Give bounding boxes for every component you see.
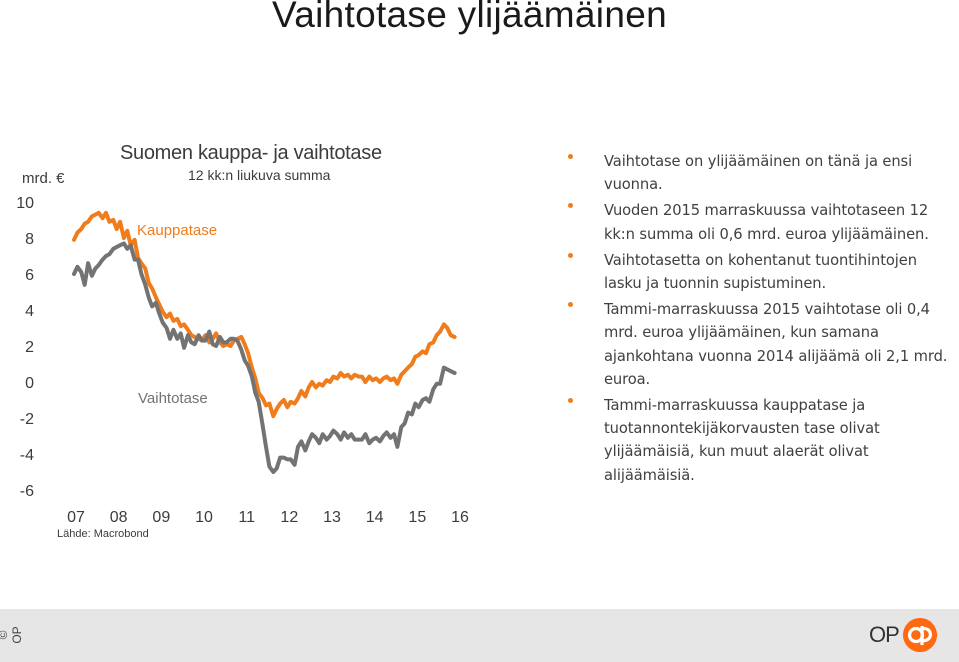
footer-bar xyxy=(0,609,959,662)
y-tick-label: 2 xyxy=(25,339,34,356)
trade-balance-chart: Suomen kauppa- ja vaihtotase 12 kk:n liu… xyxy=(16,142,469,540)
op-logo: OP xyxy=(869,615,941,655)
x-tick-label: 12 xyxy=(280,509,298,526)
chart-unit: mrd. € xyxy=(22,170,65,187)
chart-title: Suomen kauppa- ja vaihtotase xyxy=(120,142,382,164)
bullet-dot-icon xyxy=(568,154,573,159)
y-tick-label: -4 xyxy=(20,447,34,464)
x-tick-label: 07 xyxy=(67,509,85,526)
y-tick-label: 10 xyxy=(16,195,34,212)
x-tick-label: 15 xyxy=(408,509,426,526)
y-tick-label: 8 xyxy=(25,231,34,248)
y-tick-label: 4 xyxy=(25,303,34,320)
series-line-vaihtotase xyxy=(72,241,457,474)
annotation-kauppatase: Kauppatase xyxy=(137,222,217,239)
bullet-dot-icon xyxy=(568,302,573,308)
x-tick-label: 08 xyxy=(110,509,128,526)
logo-text: OP xyxy=(869,622,900,647)
y-tick-label: 0 xyxy=(25,375,34,392)
copyright-label: © OP xyxy=(0,626,24,644)
chart-subtitle: 12 kk:n liukuva summa xyxy=(188,167,331,183)
bullet-dot-icon xyxy=(568,398,573,404)
bullet-item: Vaihtotase on ylijäämäinen on tänä ja en… xyxy=(568,150,948,196)
y-tick-label: -6 xyxy=(20,483,34,500)
op-logo-icon xyxy=(902,618,937,652)
x-tick-label: 14 xyxy=(366,509,384,526)
bullet-item: Tammi-marraskuussa 2015 vaihtotase oli 0… xyxy=(568,298,948,391)
bullet-item: Tammi-marraskuussa kauppatase ja tuotann… xyxy=(568,394,948,487)
series-line-kauppatase xyxy=(72,210,457,419)
chart-source: Lähde: Macrobond xyxy=(57,528,149,540)
bullet-list: Vaihtotase on ylijäämäinen on tänä ja en… xyxy=(568,150,948,490)
bullet-item: Vuoden 2015 marraskuussa vaihtotaseen 12… xyxy=(568,199,948,245)
bullet-dot-icon xyxy=(568,252,573,258)
y-tick-label: -2 xyxy=(20,411,34,428)
bullet-item: Vaihtotasetta on kohentanut tuontihintoj… xyxy=(568,249,948,295)
x-tick-label: 13 xyxy=(323,509,341,526)
x-tick-label: 16 xyxy=(451,509,469,526)
annotation-vaihtotase: Vaihtotase xyxy=(138,390,208,407)
y-tick-label: 6 xyxy=(25,267,34,284)
x-tick-label: 10 xyxy=(195,509,213,526)
bullet-dot-icon xyxy=(568,203,573,209)
slide-title: Vaihtotase ylijäämäinen xyxy=(272,0,667,35)
x-tick-label: 11 xyxy=(238,509,255,526)
x-tick-label: 09 xyxy=(152,509,170,526)
